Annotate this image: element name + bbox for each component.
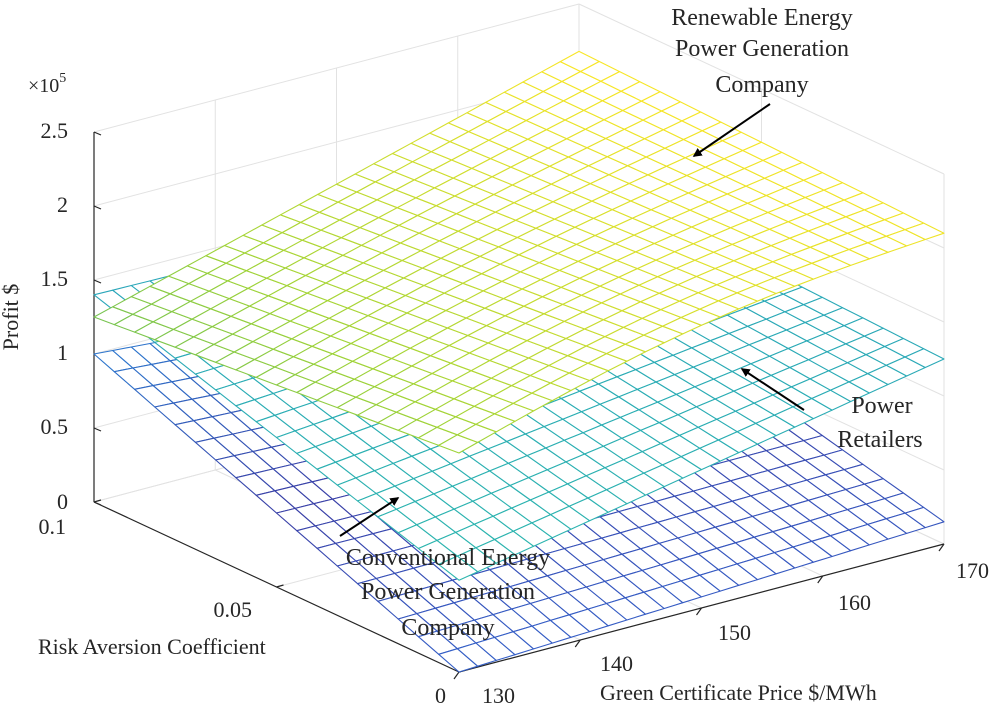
annotation-arrow [339, 497, 400, 537]
x-axis-label: Green Certificate Price $/MWh [600, 680, 877, 705]
surface-cell [904, 222, 945, 241]
z-tick-mark [93, 427, 102, 432]
y-tick-label: 0 [435, 683, 446, 708]
annotation-line: Power Generation [675, 36, 849, 62]
annotation-arrow [692, 103, 771, 157]
annotation-line: Company [401, 615, 494, 641]
annotation-line: Company [715, 72, 808, 98]
x-tick-label: 140 [600, 651, 633, 676]
z-multiplier-base: ×10 [28, 75, 59, 97]
x-tick-label: 160 [838, 590, 871, 615]
y-tick-label: 0.05 [214, 597, 253, 622]
x-tick-mark [817, 575, 824, 584]
z-tick-label: 0 [57, 489, 68, 514]
x-tick-mark [453, 671, 460, 680]
z-tick-label: 2.5 [41, 118, 69, 143]
annotation-line: Power Generation [361, 579, 535, 605]
annotation-line: Renewable Energy [671, 5, 853, 31]
annotation-arrow [740, 368, 805, 411]
z-multiplier: ×105 [28, 71, 66, 97]
surface-cell [904, 506, 945, 529]
y-axis-label: Risk Aversion Coefficient [38, 634, 266, 659]
x-tick-label: 130 [482, 683, 515, 708]
x-tick-mark [696, 607, 702, 616]
z-tick-label: 1.5 [41, 266, 69, 291]
y-tick-mark [276, 584, 284, 588]
annotation-line: Conventional Energy [346, 545, 550, 571]
z-tick-label: 2 [57, 192, 68, 217]
annotation-line: Power [851, 393, 912, 419]
z-tick-mark [93, 279, 102, 284]
x-tick-mark [574, 639, 581, 648]
z-tick-mark [93, 131, 102, 136]
z-axis-label: Profit $ [0, 284, 23, 351]
y-tick-mark [93, 499, 102, 503]
surfaces-layer [93, 50, 945, 673]
x-tick-labels: 130 140 150 160 170 [482, 558, 989, 708]
z-tick-mark [93, 501, 102, 506]
z-tick-label: 1 [57, 340, 68, 365]
annotation-conventional: Conventional Energy Power Generation Com… [339, 497, 550, 641]
grid-line [93, 3, 580, 133]
grid-line [578, 3, 945, 175]
annotation-retailers: Power Retailers [740, 368, 923, 453]
surface-renewable [93, 50, 945, 454]
annotation-renewable: Renewable Energy Power Generation Compan… [671, 5, 853, 157]
y-tick-label: 0.1 [39, 514, 67, 539]
z-tick-label: 0.5 [41, 414, 69, 439]
annotation-line: Retailers [837, 427, 922, 453]
surface-cell [904, 348, 945, 369]
y-tick-labels: 0 0.05 0.1 [39, 514, 447, 708]
x-tick-label: 150 [718, 620, 751, 645]
x-tick-mark [938, 543, 945, 552]
z-tick-mark [93, 205, 102, 210]
z-tick-labels: 0 0.5 1 1.5 2 2.5 [41, 118, 69, 514]
z-multiplier-exponent: 5 [59, 71, 66, 86]
x-tick-label: 170 [956, 558, 989, 583]
